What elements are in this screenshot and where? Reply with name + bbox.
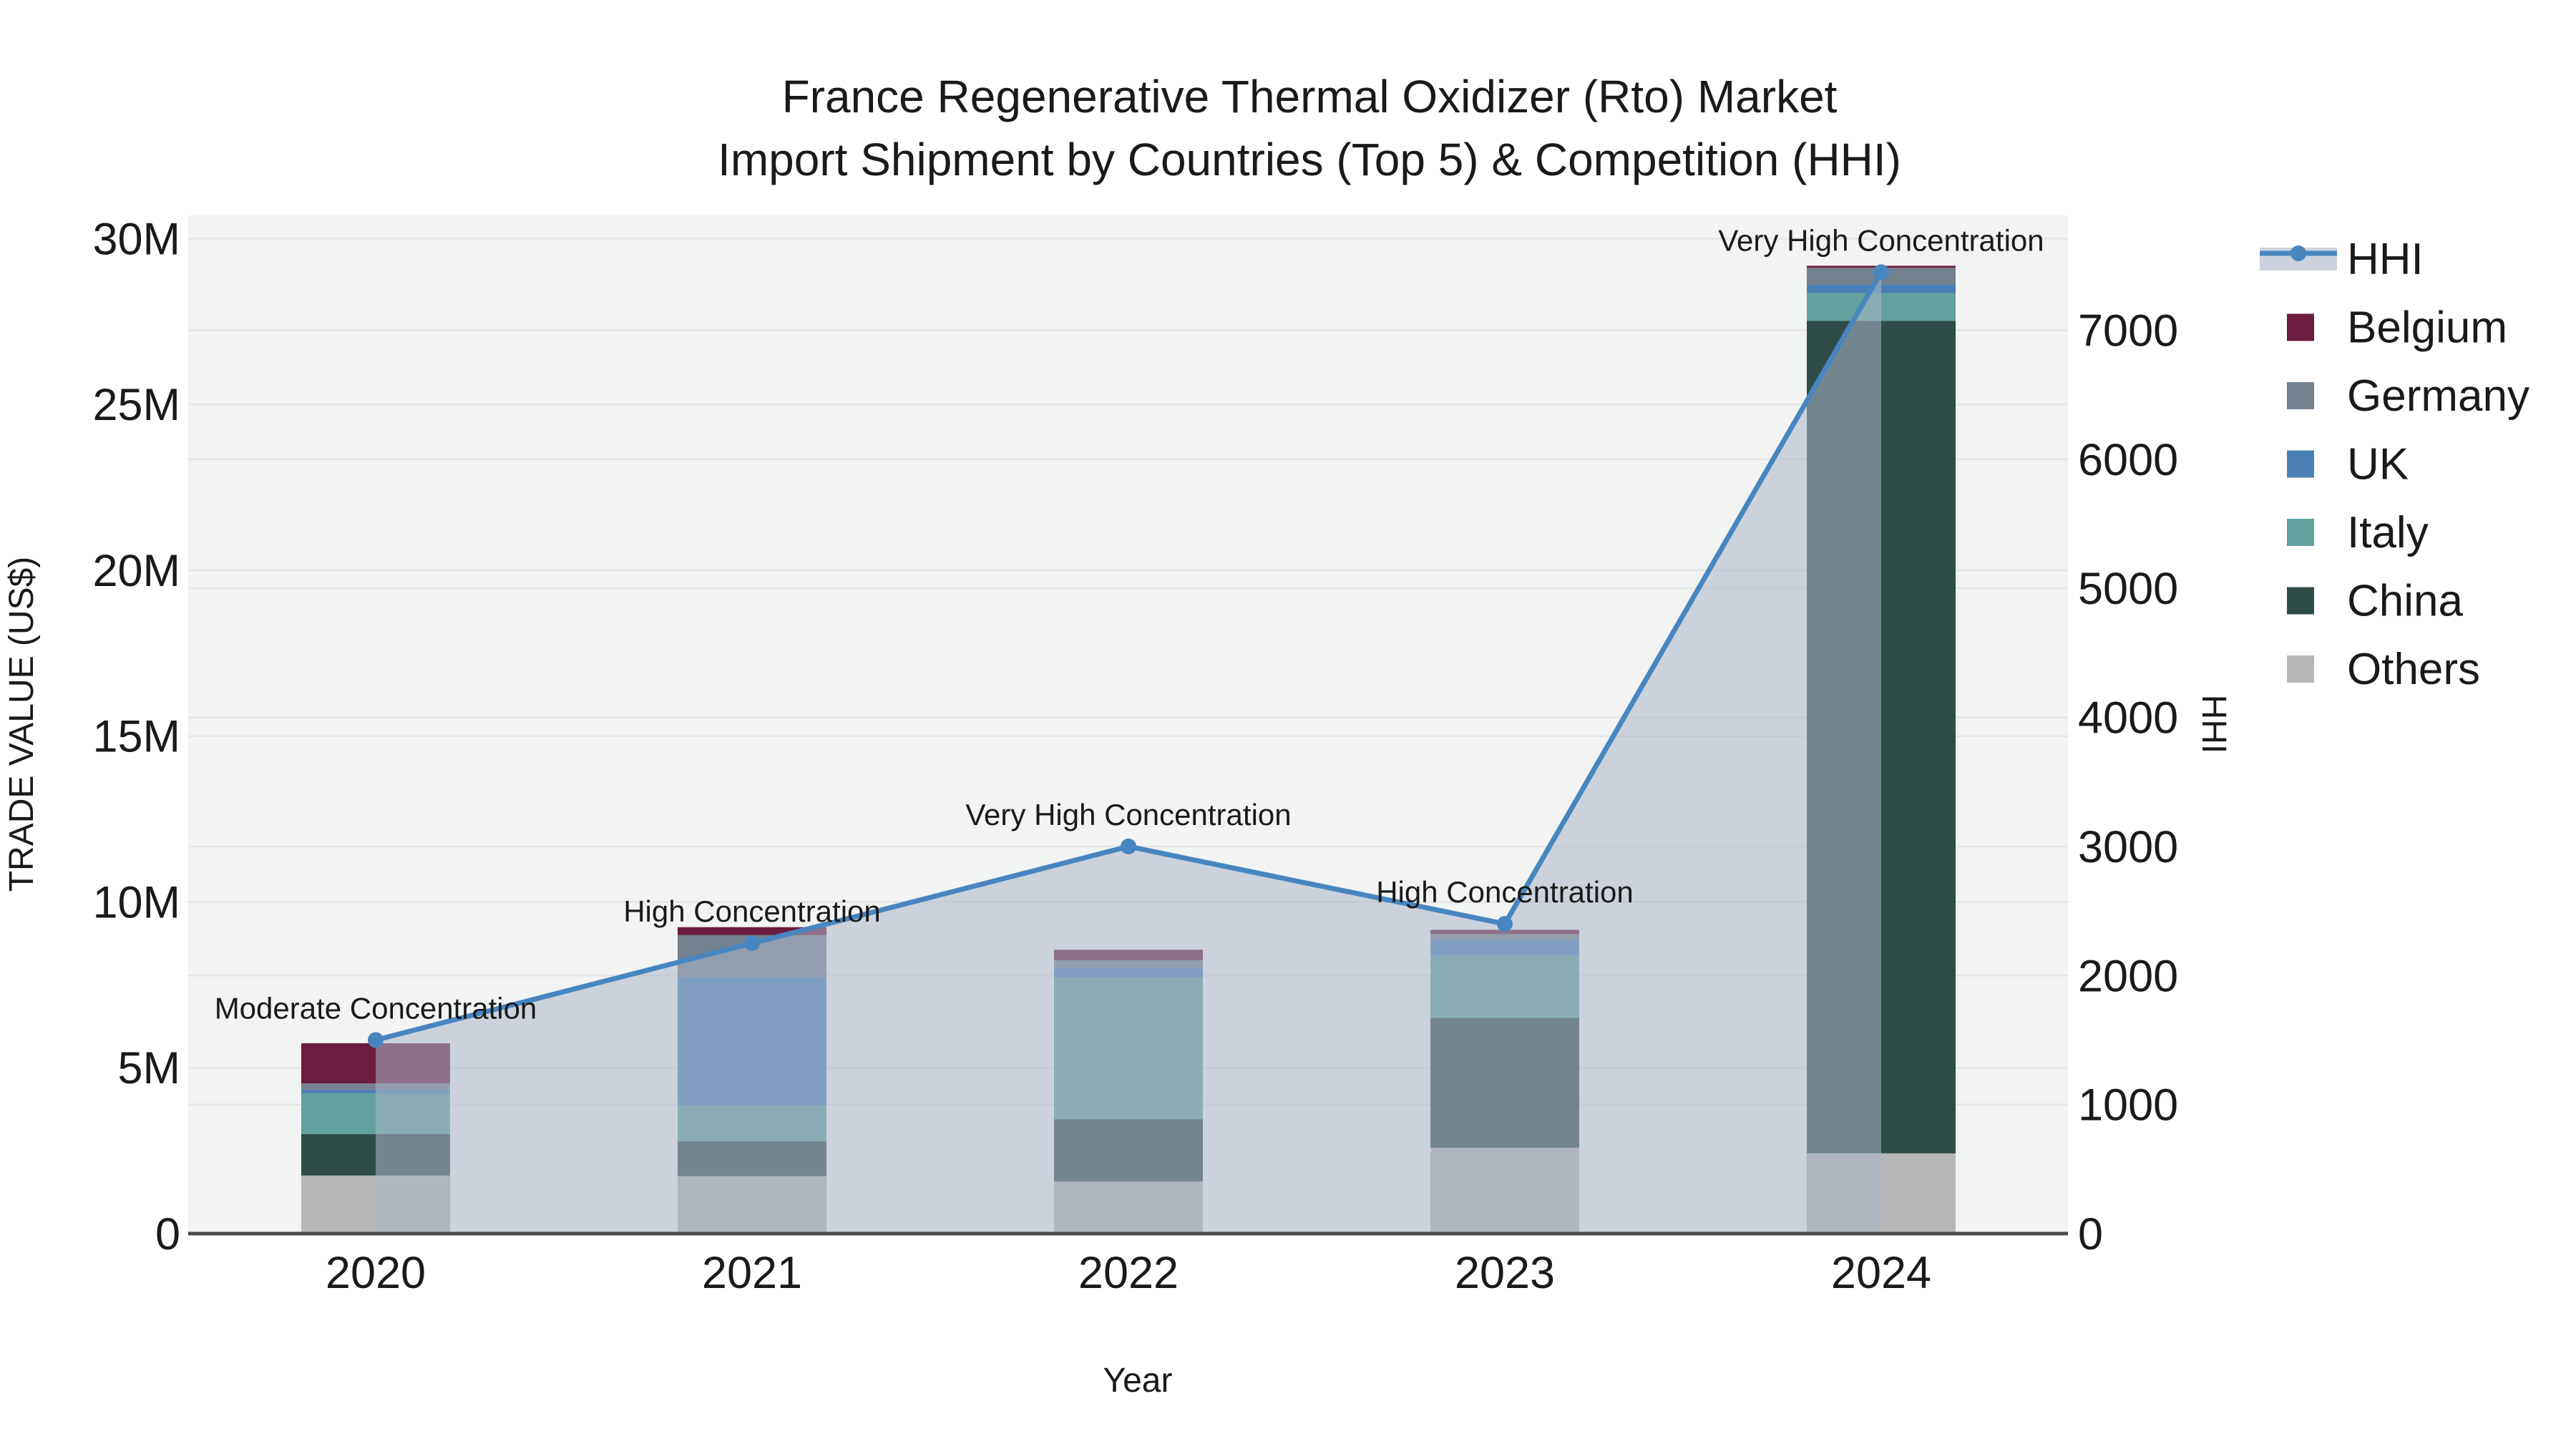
y-left-tick-label: 10M: [92, 877, 180, 927]
legend-item-hhi[interactable]: HHI: [2260, 235, 2424, 284]
y-right-tick-label: 7000: [2078, 306, 2178, 356]
y-right-tick-label: 5000: [2078, 564, 2178, 614]
y-right-tick-label: 2000: [2078, 951, 2178, 1001]
x-tick-label-2020: 2020: [326, 1248, 426, 1298]
chart-title-line2: Import Shipment by Countries (Top 5) & C…: [718, 134, 1901, 185]
annotation-label: Moderate Concentration: [215, 991, 537, 1025]
legend-item-label: China: [2347, 577, 2464, 626]
hhi-area: [376, 272, 1881, 1234]
legend-item-label: UK: [2347, 440, 2409, 489]
legend-item-belgium[interactable]: Belgium: [2287, 303, 2507, 353]
y-left-tick-label: 20M: [92, 546, 180, 596]
left-axis-ticks: 0 5M 10M 15M 20M 25M 30M: [92, 214, 180, 1259]
legend-item-china[interactable]: China: [2287, 577, 2464, 626]
y-right-tick-label: 3000: [2078, 822, 2178, 872]
legend-item-uk[interactable]: UK: [2287, 440, 2409, 489]
legend-swatch-china: [2287, 587, 2314, 615]
hhi-point-2021[interactable]: [744, 935, 760, 952]
hhi-point-2022[interactable]: [1121, 838, 1136, 854]
annotation-label: High Concentration: [1376, 875, 1634, 909]
legend-item-label: Italy: [2347, 508, 2429, 557]
hhi-area-fill: [376, 272, 1881, 1234]
y-left-tick-label: 0: [155, 1209, 180, 1259]
right-axis-ticks: 0 1000 2000 3000 4000 5000 6000 7000: [2078, 306, 2178, 1259]
y-left-tick-label: 5M: [117, 1043, 180, 1093]
legend-item-label: Germany: [2347, 371, 2529, 421]
legend-item-label: HHI: [2347, 235, 2424, 284]
annotation-label: Very High Concentration: [1718, 223, 2044, 257]
hhi-point-2024[interactable]: [1873, 264, 1889, 280]
annotation-label: Very High Concentration: [965, 798, 1291, 831]
legend-swatch-others: [2287, 655, 2314, 683]
y-left-tick-label: 15M: [92, 712, 180, 762]
y-left-tick-label: 25M: [92, 380, 180, 430]
legend-swatch-italy: [2287, 519, 2314, 546]
y-right-tick-label: 6000: [2078, 435, 2178, 485]
point-annotations: Moderate Concentration High Concentration…: [215, 223, 2044, 1025]
x-tick-label-2022: 2022: [1078, 1248, 1179, 1298]
legend-item-label: Others: [2347, 645, 2480, 694]
y-axis-title-left: TRADE VALUE (US$): [3, 557, 41, 892]
x-tick-label-2021: 2021: [702, 1248, 802, 1298]
legend-item-label: Belgium: [2347, 303, 2507, 353]
annotation-label: High Concentration: [623, 894, 881, 928]
chart-title-line1: France Regenerative Thermal Oxidizer (Rt…: [782, 71, 1838, 122]
legend-swatch-belgium: [2287, 313, 2314, 341]
y-right-tick-label: 4000: [2078, 693, 2178, 743]
x-axis-ticks: 2020 2021 2022 2023 2024: [326, 1248, 1931, 1298]
legend-swatch-uk: [2287, 450, 2314, 478]
y-left-tick-label: 30M: [92, 214, 180, 264]
legend: HHI Belgium Germany UK Italy China Others: [2260, 235, 2529, 694]
hhi-point-2023[interactable]: [1497, 916, 1513, 932]
bar-belgium-2021[interactable]: [678, 927, 826, 935]
hhi-marker-swatch: [2290, 245, 2306, 261]
hhi-line-series: [368, 264, 1889, 1048]
legend-item-germany[interactable]: Germany: [2287, 371, 2529, 421]
y-right-tick-label: 0: [2078, 1209, 2103, 1259]
legend-swatch-germany: [2287, 382, 2314, 409]
x-tick-label-2023: 2023: [1455, 1248, 1555, 1298]
y-axis-title-right: HHI: [2195, 695, 2233, 754]
x-axis-title: Year: [1103, 1362, 1173, 1400]
x-tick-label-2024: 2024: [1831, 1248, 1931, 1298]
legend-item-italy[interactable]: Italy: [2287, 508, 2429, 557]
legend-item-others[interactable]: Others: [2287, 645, 2480, 694]
y-right-tick-label: 1000: [2078, 1080, 2178, 1131]
hhi-point-2020[interactable]: [368, 1032, 384, 1048]
